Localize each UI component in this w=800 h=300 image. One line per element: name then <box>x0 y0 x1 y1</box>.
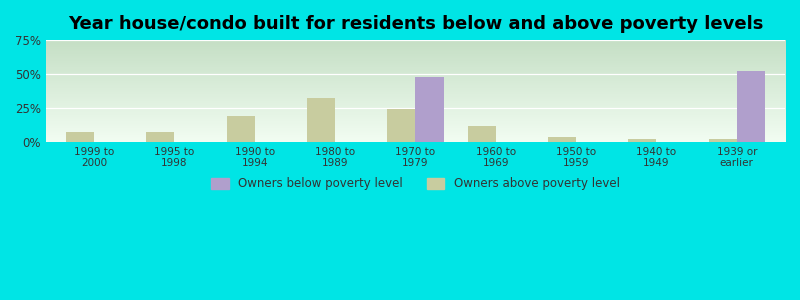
Bar <box>709 139 737 142</box>
Bar <box>468 126 496 142</box>
Bar <box>226 116 254 142</box>
Bar <box>307 98 335 142</box>
Title: Year house/condo built for residents below and above poverty levels: Year house/condo built for residents bel… <box>68 15 763 33</box>
Legend: Owners below poverty level, Owners above poverty level: Owners below poverty level, Owners above… <box>206 172 625 195</box>
Bar <box>415 77 443 142</box>
Bar <box>548 137 576 142</box>
Bar <box>737 71 765 142</box>
Bar <box>387 109 415 142</box>
Bar <box>146 132 174 142</box>
Bar <box>66 132 94 142</box>
Bar <box>628 139 657 142</box>
